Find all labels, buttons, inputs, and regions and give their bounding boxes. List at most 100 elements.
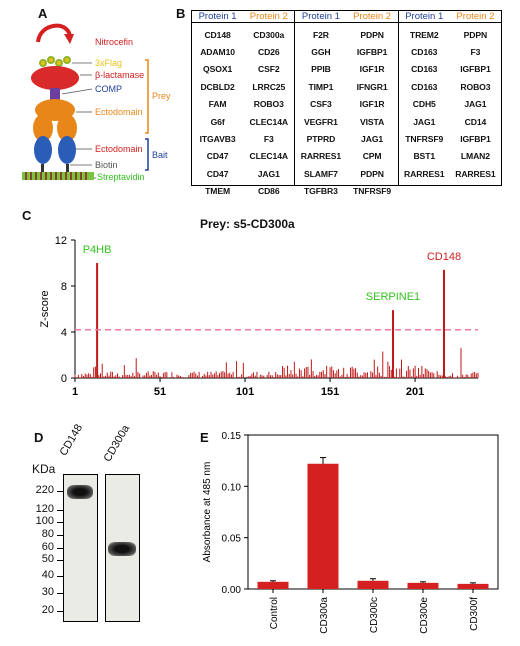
protein-2-cell: CD300a (253, 29, 285, 40)
kda-tick-label: 100 (35, 515, 54, 527)
protein-2-cell: CPM (362, 151, 382, 162)
protein-2-cell: ROBO3 (460, 81, 491, 92)
table-row: RARRES1 RARRES1 (399, 165, 501, 182)
table-row: CDH5 JAG1 (399, 96, 501, 113)
protein-1-cell: BST1 (413, 151, 436, 162)
protein-1-cell: TREM2 (409, 29, 439, 40)
beta-lactamase-shape (31, 66, 79, 90)
protein-2-cell: CD86 (257, 186, 280, 197)
protein-2-cell: CLEC14A (249, 116, 289, 127)
hit-label: P4HB (83, 244, 112, 256)
table-row: CD163 IGFBP1 (399, 61, 501, 78)
blot-lane-cd148 (63, 474, 98, 622)
header-protein-2: Protein 2 (249, 11, 288, 22)
protein-1-cell: GGH (311, 47, 331, 58)
panel-letter-d: D (34, 430, 44, 445)
bar (257, 581, 289, 589)
protein-2-cell: JAG1 (257, 168, 280, 179)
category-label: CD300c (369, 597, 380, 633)
bar (307, 463, 339, 589)
kda-tick (57, 491, 63, 492)
protein-1-cell: CSF3 (310, 99, 332, 110)
protein-1-cell: RARRES1 (300, 151, 342, 162)
protein-2-cell: PDPN (360, 29, 384, 40)
protein-1-cell: QSOX1 (203, 64, 233, 75)
protein-2-cell: JAG1 (464, 99, 487, 110)
kda-tick (57, 535, 63, 536)
bar (357, 580, 389, 589)
table-row (399, 183, 501, 200)
biotin-label: Biotin (95, 160, 118, 170)
protein-2-cell: IFNGR1 (356, 81, 388, 92)
table-row: CD163 F3 (399, 43, 501, 60)
protein-1-cell: TGFBR3 (304, 186, 338, 197)
protein-2-cell: F3 (263, 134, 274, 145)
y-axis-label: Z-score (39, 290, 51, 327)
table-row: TMEM CD86 (192, 183, 294, 200)
panel-c-title: Prey: s5-CD300a (200, 217, 295, 231)
header-protein-2: Protein 2 (353, 11, 392, 22)
kda-tick-label: 30 (41, 586, 54, 598)
panel-letter-c: C (22, 208, 32, 223)
kda-tick-label: 60 (41, 541, 54, 553)
protein-1-cell: CD47 (206, 151, 229, 162)
y-tick-label: 4 (61, 327, 67, 339)
kda-tick (57, 510, 63, 511)
protein-2-cell: CLEC14A (249, 151, 289, 162)
kda-tick-label: 220 (35, 484, 54, 496)
kda-tick (57, 576, 63, 577)
table-row: TNFRSF9 IGFBP1 (399, 130, 501, 147)
y-tick-label: 0 (61, 373, 67, 385)
nitrocefin-arrow-icon (36, 23, 72, 43)
table-row: F2R PDPN (295, 26, 397, 43)
protein-2-cell: RARRES1 (455, 168, 496, 179)
prey-bracket (145, 59, 149, 134)
protein-1-cell: CD47 (206, 168, 229, 179)
kda-tick-label: 80 (41, 528, 54, 540)
table-row: DCBLD2 LRRC25 (192, 78, 294, 95)
kda-tick-label: 120 (35, 503, 54, 515)
table-row: VEGFR1 VISTA (295, 113, 397, 130)
beta-lactamase-label: β-lactamase (95, 70, 145, 80)
header-protein-1: Protein 1 (301, 11, 340, 22)
kda-tick (57, 593, 63, 594)
protein-2-cell: IGF1R (359, 99, 385, 110)
category-label: CD300f (469, 597, 480, 631)
protein-1-cell: ADAM10 (200, 47, 235, 58)
flag-tag-icon (39, 56, 71, 67)
table-row: PTPRD JAG1 (295, 130, 397, 147)
comp-stalk-shape (50, 88, 60, 100)
kda-tick (57, 560, 63, 561)
protein-1-cell: SLAMF7 (304, 168, 338, 179)
table-column-2: Protein 1 Protein 2 F2R PDPN GGH IGFBP1 PPIB IG… (295, 11, 399, 196)
table-column-3: Protein 1 Protein 2 TREM2 PDPN CD163 F3 CD163 I… (398, 11, 501, 185)
protein-1-cell: ITGAVB3 (199, 134, 236, 145)
table-row: BST1 LMAN2 (399, 148, 501, 165)
lane-label-cd300a: CD300a (101, 423, 133, 464)
protein-1-cell: TMEM (205, 186, 231, 197)
table-row: TREM2 PDPN (399, 26, 501, 43)
protein-2-cell: CD26 (257, 47, 280, 58)
protein-1-cell: F2R (312, 29, 329, 40)
hit-label: SERPINE1 (366, 291, 420, 303)
protein-1-cell: CDH5 (412, 99, 436, 110)
table-row: SLAMF7 PDPN (295, 165, 397, 182)
protein-2-cell: VISTA (360, 116, 385, 127)
protein-1-cell: CD148 (204, 29, 231, 40)
table-row: TIMP1 IFNGR1 (295, 78, 397, 95)
kda-tick (57, 548, 63, 549)
protein-1-cell: DCBLD2 (200, 81, 235, 92)
cd148-band (67, 485, 93, 499)
streptavidin-surface-shape (22, 172, 94, 180)
comp-label: COMP (95, 84, 122, 94)
protein-1-cell: RARRES1 (404, 168, 445, 179)
y-tick-label: 0.15 (222, 431, 242, 442)
kda-tick (57, 611, 63, 612)
table-row: GGH IGFBP1 (295, 43, 397, 60)
header-protein-1: Protein 1 (405, 11, 444, 22)
table-row: CSF3 IGF1R (295, 96, 397, 113)
protein-1-cell: PPIB (311, 64, 331, 75)
protein-2-cell: IGFBP1 (460, 134, 491, 145)
bar (407, 582, 439, 589)
